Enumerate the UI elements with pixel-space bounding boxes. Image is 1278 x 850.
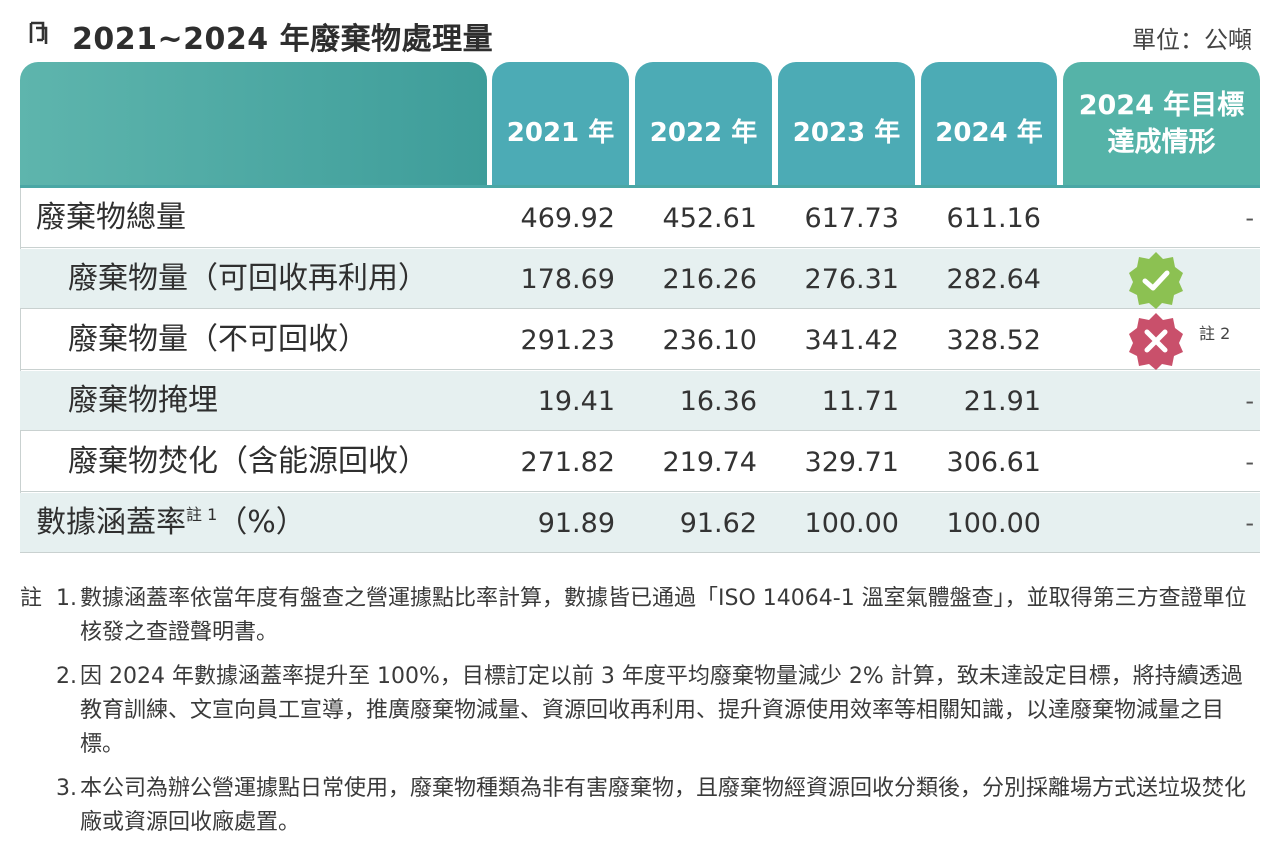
cell-2024: 611.16 xyxy=(946,203,1041,234)
cell-2021: 291.23 xyxy=(520,325,615,356)
cell-2023: 341.42 xyxy=(804,325,899,356)
cell-goal: - xyxy=(1063,432,1260,492)
row-label-text: 數據涵蓋率 xyxy=(36,505,186,540)
row-label: 廢棄物掩埋 xyxy=(68,383,218,418)
cell-2024: 306.61 xyxy=(946,447,1041,478)
cell-2023: 100.00 xyxy=(804,508,899,539)
footnote-number: 1. xyxy=(56,586,77,611)
cell-2022: 219.74 xyxy=(662,447,757,478)
footnote-1: 註 1. 數據涵蓋率依當年度有盤查之營運據點比率計算，數據皆已通過「ISO 14… xyxy=(20,582,1260,650)
row-label: 數據涵蓋率註 1（%） xyxy=(36,493,306,553)
table-row-non-recyclable: 廢棄物量（不可回收） 291.23 236.10 341.42 328.52 註… xyxy=(20,310,1260,370)
row-label-unit: （%） xyxy=(217,505,306,540)
cell-2021: 178.69 xyxy=(520,264,615,295)
cell-2021: 19.41 xyxy=(537,386,615,417)
cell-2022: 91.62 xyxy=(679,508,757,539)
unit-label: 單位：公噸 xyxy=(1132,26,1252,54)
cell-goal: - xyxy=(1063,493,1260,553)
cell-2024: 21.91 xyxy=(963,386,1041,417)
row-label: 廢棄物總量 xyxy=(36,200,186,235)
footnote-tag: 註 xyxy=(20,586,43,611)
cell-goal: - xyxy=(1063,371,1260,431)
cell-2021: 271.82 xyxy=(520,447,615,478)
note-ref: 註 1 xyxy=(186,505,218,524)
cell-2022: 16.36 xyxy=(679,386,757,417)
header-divider xyxy=(20,185,1260,188)
header-year-2024: 2024 年 xyxy=(921,62,1057,186)
title-row: 2021~2024 年廢棄物處理量 單位：公噸 xyxy=(20,8,1260,58)
cell-2022: 236.10 xyxy=(662,325,757,356)
cell-2024: 282.64 xyxy=(946,264,1041,295)
cell-goal xyxy=(1063,249,1260,309)
cell-goal: - xyxy=(1063,188,1260,248)
goal-dash: - xyxy=(1245,204,1254,232)
row-label: 廢棄物量（不可回收） xyxy=(68,322,368,357)
cell-2022: 216.26 xyxy=(662,264,757,295)
row-label: 廢棄物焚化（含能源回收） xyxy=(68,444,428,479)
cell-2023: 617.73 xyxy=(804,203,899,234)
cell-goal: 註 2 xyxy=(1063,310,1260,370)
footnote-text: 本公司為辦公營運據點日常使用，廢棄物種類為非有害廢棄物，且廢棄物經資源回收分類後… xyxy=(80,776,1247,835)
footnote-text: 因 2024 年數據涵蓋率提升至 100%，目標訂定以前 3 年度平均廢棄物量減… xyxy=(80,664,1243,757)
table-row-total: 廢棄物總量 469.92 452.61 617.73 611.16 - xyxy=(20,188,1260,248)
goal-note-ref: 註 2 xyxy=(1199,324,1231,343)
table-row-recyclable: 廢棄物量（可回收再利用） 178.69 216.26 276.31 282.64 xyxy=(20,249,1260,309)
cell-2021: 469.92 xyxy=(520,203,615,234)
header-year-2022: 2022 年 xyxy=(635,62,772,186)
row-label: 廢棄物量（可回收再利用） xyxy=(68,261,428,296)
header-goal-line2: 達成情形 xyxy=(1107,127,1216,158)
cell-2023: 329.71 xyxy=(804,447,899,478)
page-title: 2021~2024 年廢棄物處理量 xyxy=(72,22,494,57)
footnote-2: 2. 因 2024 年數據涵蓋率提升至 100%，目標訂定以前 3 年度平均廢棄… xyxy=(20,660,1260,762)
header-year-2021: 2021 年 xyxy=(492,62,629,186)
cross-badge-icon xyxy=(1129,313,1183,370)
cell-2021: 91.89 xyxy=(537,508,615,539)
footnote-number: 2. xyxy=(56,664,77,689)
cell-2023: 11.71 xyxy=(821,386,899,417)
footnote-text: 數據涵蓋率依當年度有盤查之營運據點比率計算，數據皆已通過「ISO 14064-1… xyxy=(80,586,1247,645)
cell-2024: 100.00 xyxy=(946,508,1041,539)
header-goal-line1: 2024 年目標 xyxy=(1078,90,1245,121)
header-year-2023: 2023 年 xyxy=(778,62,915,186)
bookmark-icon xyxy=(29,21,48,44)
footnote-3: 3. 本公司為辦公營運據點日常使用，廢棄物種類為非有害廢棄物，且廢棄物經資源回收… xyxy=(20,772,1260,840)
table-left-border xyxy=(20,188,21,553)
footnotes: 註 1. 數據涵蓋率依當年度有盤查之營運據點比率計算，數據皆已通過「ISO 14… xyxy=(20,582,1260,850)
table-row-coverage: 數據涵蓋率註 1（%） 91.89 91.62 100.00 100.00 - xyxy=(20,493,1260,553)
header-goal: 2024 年目標 達成情形 xyxy=(1063,62,1260,186)
goal-dash: - xyxy=(1245,448,1254,476)
cell-2022: 452.61 xyxy=(662,203,757,234)
check-badge-icon xyxy=(1129,252,1183,309)
table-row-incineration: 廢棄物焚化（含能源回收） 271.82 219.74 329.71 306.61… xyxy=(20,432,1260,492)
header-label-cell xyxy=(20,62,487,186)
goal-dash: - xyxy=(1245,509,1254,537)
footnote-number: 3. xyxy=(56,776,77,801)
table-row-landfill: 廢棄物掩埋 19.41 16.36 11.71 21.91 - xyxy=(20,371,1260,431)
cell-2024: 328.52 xyxy=(946,325,1041,356)
cell-2023: 276.31 xyxy=(804,264,899,295)
goal-dash: - xyxy=(1245,387,1254,415)
